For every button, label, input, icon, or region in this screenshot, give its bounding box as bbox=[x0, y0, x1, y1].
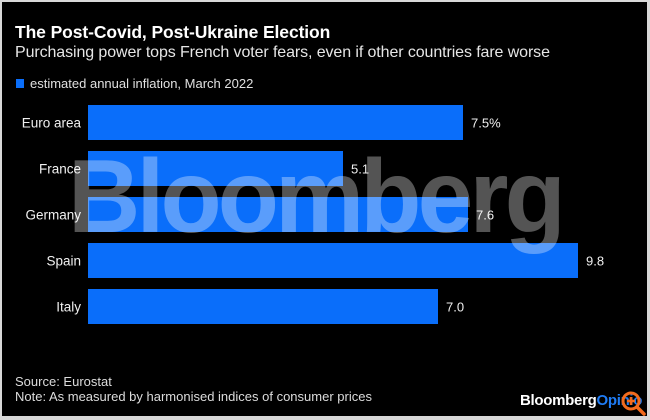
category-label: Italy bbox=[56, 300, 81, 315]
legend-label: estimated annual inflation, March 2022 bbox=[30, 76, 254, 91]
source-note: Source: Eurostat bbox=[15, 374, 112, 389]
legend: estimated annual inflation, March 2022 bbox=[16, 76, 253, 91]
bar-euro-area bbox=[88, 105, 463, 140]
value-label: 7.5% bbox=[471, 116, 501, 131]
bar-france bbox=[88, 151, 343, 186]
bar-italy bbox=[88, 289, 438, 324]
category-label: Germany bbox=[25, 208, 81, 223]
category-label: Euro area bbox=[22, 116, 82, 131]
chart-subtitle: Purchasing power tops French voter fears… bbox=[15, 44, 550, 61]
category-label: France bbox=[39, 162, 81, 177]
value-label: 9.8 bbox=[586, 254, 604, 269]
bar-spain bbox=[88, 243, 578, 278]
value-label: 5.1 bbox=[351, 162, 369, 177]
value-label: 7.6 bbox=[476, 208, 494, 223]
bars-group: Euro area 7.5% France 5.1 Germany 7.6 Spain 9.8… bbox=[22, 105, 604, 324]
bar-germany bbox=[88, 197, 468, 232]
brand-bloomberg: Bloomberg bbox=[520, 392, 597, 409]
bloomberg-watermark: Bloomberg bbox=[68, 138, 562, 254]
legend-swatch bbox=[16, 79, 24, 88]
footnote: Note: As measured by harmonised indices … bbox=[15, 389, 372, 404]
category-label: Spain bbox=[46, 254, 81, 269]
value-label: 7.0 bbox=[446, 300, 464, 315]
magnify-plus-icon[interactable] bbox=[620, 390, 646, 416]
chart-title: The Post-Covid, Post-Ukraine Election bbox=[15, 22, 331, 42]
